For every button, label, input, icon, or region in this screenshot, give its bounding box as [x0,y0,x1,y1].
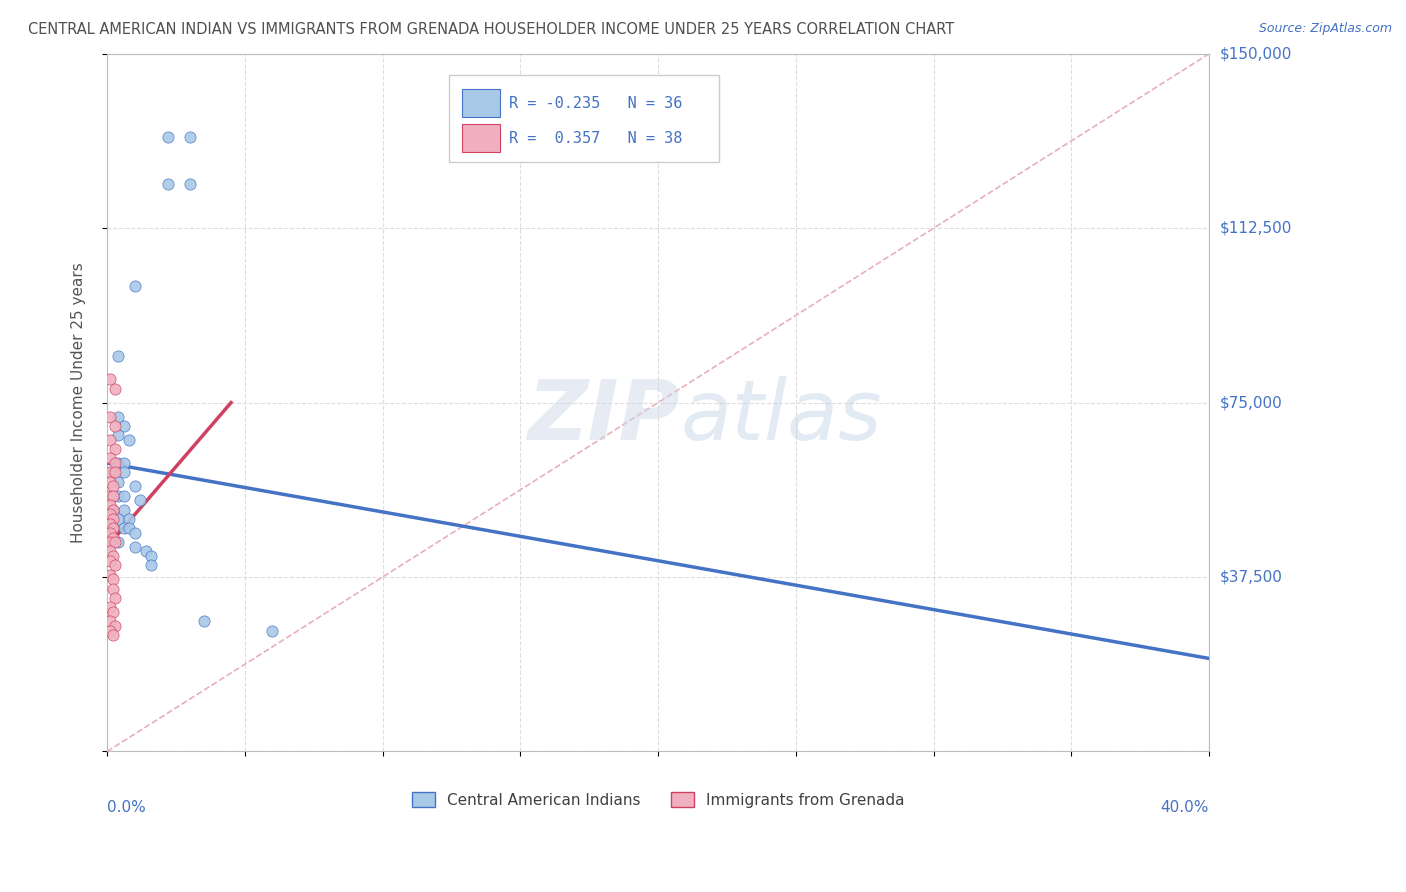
Point [112,489,135,503]
Point [107,409,129,424]
Point [98,567,121,582]
Point [118,512,141,526]
Point [98,525,121,540]
Text: $37,500: $37,500 [1220,569,1284,584]
Point [98,372,121,386]
Point [124,540,146,554]
Point [98,498,121,512]
Point [101,605,124,619]
FancyBboxPatch shape [463,124,501,153]
Point [101,628,124,642]
Point [101,489,124,503]
Point [118,521,141,535]
Point [98,535,121,549]
Point [104,456,127,470]
Point [135,544,157,558]
Point [101,502,124,516]
Point [98,614,121,628]
Text: 0.0%: 0.0% [107,800,146,815]
Point [179,130,201,145]
Point [107,489,129,503]
Point [101,512,124,526]
Point [112,456,135,470]
Point [124,525,146,540]
Point [101,582,124,596]
Text: 40.0%: 40.0% [1161,800,1209,815]
Point [98,489,121,503]
Point [112,521,135,535]
Point [98,544,121,558]
Point [101,531,124,545]
Point [179,177,201,191]
Text: ZIP: ZIP [527,376,681,457]
Point [101,521,124,535]
Point [101,466,124,480]
Point [101,573,124,587]
Point [141,558,163,573]
Text: atlas: atlas [681,376,882,457]
Point [98,624,121,638]
Point [193,614,215,628]
Text: $150,000: $150,000 [1220,46,1292,62]
Point [98,475,121,489]
Point [112,502,135,516]
FancyBboxPatch shape [449,75,718,161]
Point [101,489,124,503]
Text: Source: ZipAtlas.com: Source: ZipAtlas.com [1258,22,1392,36]
Point [124,479,146,493]
Point [112,418,135,433]
Point [118,433,141,447]
Point [104,382,127,396]
Point [104,619,127,633]
Point [98,409,121,424]
Point [98,508,121,522]
Point [104,466,127,480]
Text: CENTRAL AMERICAN INDIAN VS IMMIGRANTS FROM GRENADA HOUSEHOLDER INCOME UNDER 25 Y: CENTRAL AMERICAN INDIAN VS IMMIGRANTS FR… [28,22,955,37]
Point [98,433,121,447]
Point [104,558,127,573]
FancyBboxPatch shape [463,89,501,117]
Point [104,535,127,549]
Point [156,177,179,191]
Point [107,428,129,442]
Point [262,624,284,638]
Text: $112,500: $112,500 [1220,220,1292,235]
Point [107,456,129,470]
Point [107,475,129,489]
Point [98,600,121,615]
Point [112,466,135,480]
Point [104,591,127,605]
Point [98,516,121,531]
Text: $75,000: $75,000 [1220,395,1282,410]
Point [98,451,121,466]
Point [124,279,146,293]
Point [98,466,121,480]
Text: R = -0.235   N = 36: R = -0.235 N = 36 [509,95,683,111]
Point [104,418,127,433]
Point [101,479,124,493]
Point [141,549,163,563]
Point [156,130,179,145]
Point [107,535,129,549]
Point [107,512,129,526]
Point [107,349,129,363]
Text: R =  0.357   N = 38: R = 0.357 N = 38 [509,130,683,145]
Point [101,521,124,535]
Point [98,554,121,568]
Point [101,535,124,549]
Legend: Central American Indians, Immigrants from Grenada: Central American Indians, Immigrants fro… [405,786,911,814]
Point [101,549,124,563]
Y-axis label: Householder Income Under 25 years: Householder Income Under 25 years [72,262,86,543]
Point [129,493,152,508]
Point [104,442,127,456]
Point [101,502,124,516]
